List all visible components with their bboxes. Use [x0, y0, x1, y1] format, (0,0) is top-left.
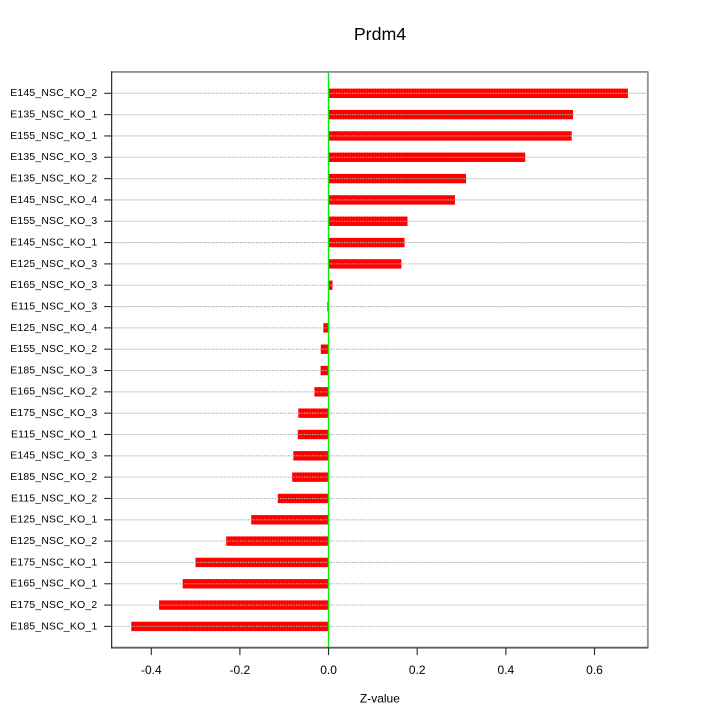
svg-text:E115_NSC_KO_3: E115_NSC_KO_3 [11, 301, 97, 312]
svg-text:E125_NSC_KO_2: E125_NSC_KO_2 [10, 536, 97, 547]
svg-text:E175_NSC_KO_1: E175_NSC_KO_1 [10, 557, 97, 568]
svg-text:E115_NSC_KO_1: E115_NSC_KO_1 [11, 429, 97, 440]
svg-text:E175_NSC_KO_2: E175_NSC_KO_2 [10, 600, 97, 611]
svg-text:Z-value: Z-value [360, 691, 400, 705]
svg-text:E185_NSC_KO_1: E185_NSC_KO_1 [10, 621, 97, 632]
svg-text:E165_NSC_KO_1: E165_NSC_KO_1 [10, 579, 97, 590]
svg-text:E125_NSC_KO_1: E125_NSC_KO_1 [10, 515, 97, 526]
svg-text:E185_NSC_KO_2: E185_NSC_KO_2 [10, 472, 97, 483]
svg-text:E135_NSC_KO_1: E135_NSC_KO_1 [10, 110, 97, 121]
svg-text:E165_NSC_KO_3: E165_NSC_KO_3 [10, 280, 97, 291]
svg-text:E165_NSC_KO_2: E165_NSC_KO_2 [10, 387, 97, 398]
svg-text:Prdm4: Prdm4 [354, 24, 406, 44]
svg-text:0.0: 0.0 [320, 663, 337, 677]
svg-text:E145_NSC_KO_3: E145_NSC_KO_3 [10, 451, 97, 462]
svg-text:E135_NSC_KO_2: E135_NSC_KO_2 [10, 174, 97, 185]
svg-text:E145_NSC_KO_4: E145_NSC_KO_4 [10, 195, 97, 206]
svg-text:E155_NSC_KO_2: E155_NSC_KO_2 [10, 344, 97, 355]
svg-text:E125_NSC_KO_4: E125_NSC_KO_4 [10, 323, 97, 334]
svg-text:E155_NSC_KO_3: E155_NSC_KO_3 [10, 216, 97, 227]
svg-text:E145_NSC_KO_1: E145_NSC_KO_1 [10, 237, 97, 248]
svg-text:E155_NSC_KO_1: E155_NSC_KO_1 [10, 131, 97, 142]
svg-text:E185_NSC_KO_3: E185_NSC_KO_3 [10, 365, 97, 376]
svg-text:0.6: 0.6 [586, 663, 603, 677]
svg-text:E135_NSC_KO_3: E135_NSC_KO_3 [10, 152, 97, 163]
svg-text:E115_NSC_KO_2: E115_NSC_KO_2 [11, 493, 97, 504]
svg-text:E175_NSC_KO_3: E175_NSC_KO_3 [10, 408, 97, 419]
svg-text:-0.4: -0.4 [141, 663, 162, 677]
svg-text:E125_NSC_KO_3: E125_NSC_KO_3 [10, 259, 97, 270]
svg-text:-0.2: -0.2 [230, 663, 251, 677]
svg-text:E145_NSC_KO_2: E145_NSC_KO_2 [10, 88, 97, 99]
svg-text:0.4: 0.4 [498, 663, 515, 677]
svg-text:0.2: 0.2 [409, 663, 426, 677]
